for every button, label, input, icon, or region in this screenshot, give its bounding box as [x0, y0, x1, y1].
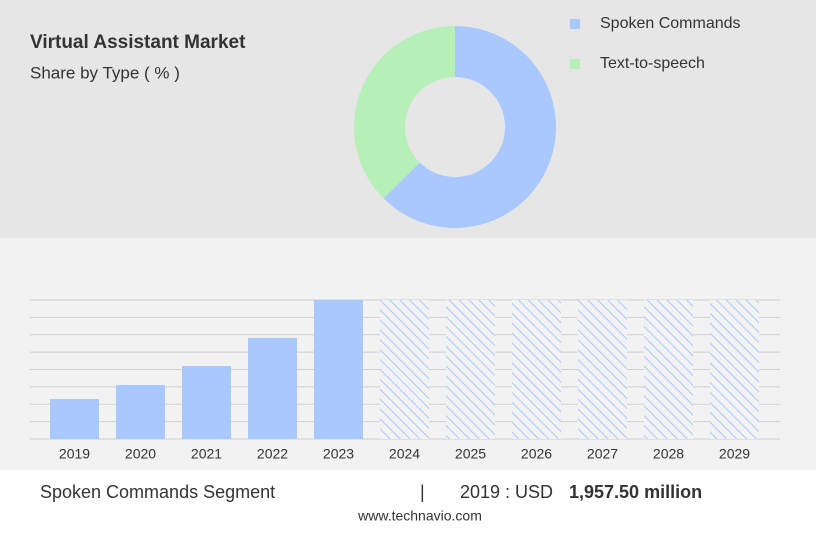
- forecast-placeholder: [710, 300, 759, 439]
- x-tick-label: 2021: [191, 446, 222, 462]
- footer-separator: |: [420, 482, 425, 502]
- bar: [248, 337, 297, 439]
- x-tick-label: 2024: [389, 446, 420, 462]
- x-tick-label: 2023: [323, 446, 354, 462]
- footer-value: 1,957.50 million: [569, 482, 702, 502]
- footer-segment: Spoken Commands Segment: [40, 482, 275, 502]
- donut-slice: [353, 26, 455, 199]
- forecast-placeholder: [512, 300, 561, 439]
- bar: [314, 300, 363, 439]
- x-tick-label: 2020: [125, 446, 156, 462]
- x-tick-label: 2028: [653, 446, 684, 462]
- x-tick-label: 2025: [455, 446, 486, 462]
- forecast-placeholder: [578, 300, 627, 439]
- legend-label: Text-to-speech: [600, 55, 705, 72]
- footer-site: www.technavio.com: [357, 508, 482, 524]
- forecast-placeholder: [380, 300, 429, 439]
- bar: [116, 384, 165, 439]
- chart-subtitle: Share by Type ( % ): [30, 63, 180, 82]
- x-tick-label: 2019: [59, 446, 90, 462]
- footer-year: 2019 : USD: [460, 482, 553, 502]
- forecast-placeholder: [446, 300, 495, 439]
- x-tick-label: 2026: [521, 446, 552, 462]
- chart-title: Virtual Assistant Market: [30, 32, 246, 53]
- donut-slice: [383, 26, 556, 228]
- x-tick-label: 2027: [587, 446, 618, 462]
- x-tick-label: 2022: [257, 446, 288, 462]
- forecast-placeholder: [644, 300, 693, 439]
- bar: [50, 398, 99, 439]
- bar: [182, 366, 231, 439]
- x-tick-label: 2029: [719, 446, 750, 462]
- legend-swatch: [570, 19, 580, 29]
- legend-swatch: [570, 59, 580, 69]
- legend-label: Spoken Commands: [600, 15, 741, 32]
- footer-panel: [0, 470, 816, 528]
